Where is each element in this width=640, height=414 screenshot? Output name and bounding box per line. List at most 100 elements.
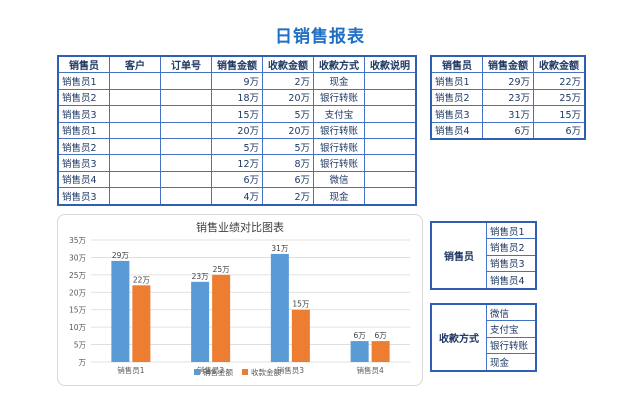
table-row: 销售员3 4万 2万 现金 [57,187,417,206]
x-tick-label: 销售员1 [117,365,144,375]
sales-detail-table: 销售员 客户 订单号 销售金额 收款金额 收款方式 收款说明 销售员1 9万 2万 现金 销售员2 1… [57,55,417,206]
table-cell [109,72,161,90]
table-cell: 31万 [482,105,534,123]
chart-title: 销售业绩对比图表 [196,220,284,234]
table-cell: 20万 [211,121,263,139]
table-cell [364,121,417,139]
list-row: 销售员4 [431,271,537,290]
table-cell [109,137,161,156]
table-cell [364,137,417,156]
table-row: 销售员2 18万 20万 银行转账 [57,88,417,107]
table-cell: 18万 [211,88,263,107]
table-cell [160,187,212,206]
table-cell: 6万 [533,121,586,140]
list-item: 销售员4 [486,271,537,290]
table-cell: 销售员3 [430,105,483,123]
table-cell: 销售员2 [57,88,110,107]
column-header: 订单号 [160,55,212,74]
column-header: 客户 [109,55,161,74]
table-cell: 22万 [533,72,586,90]
table-cell: 微信 [313,170,365,189]
y-tick-label: 10万 [69,323,87,332]
table-row: 销售员2 23万 25万 [430,88,586,107]
table-cell [160,121,212,139]
legend-label: 销售金额 [203,367,233,377]
table-cell: 销售员1 [430,72,483,90]
table-cell: 销售员4 [430,121,483,140]
table-row: 销售员3 12万 8万 银行转账 [57,154,417,172]
table-cell: 支付宝 [313,105,365,123]
table-row: 销售员3 31万 15万 [430,105,586,123]
list-row: 收款方式 微信 [430,303,537,372]
table-cell: 银行转账 [313,121,365,139]
column-header: 销售金额 [211,55,263,74]
y-tick-label: 15万 [69,306,87,315]
table-cell [109,105,161,123]
table-header-row: 销售员 销售金额 收款金额 [430,55,586,74]
table-header-row: 销售员 客户 订单号 销售金额 收款金额 收款方式 收款说明 [57,55,417,74]
table-row: 销售员4 6万 6万 [430,121,586,140]
table-cell [364,88,417,107]
table-cell: 销售员3 [57,187,110,206]
legend-label: 收款金额 [251,367,281,377]
payment-method-table: 收款方式 微信 支付宝 银行转账 现金 [430,303,537,372]
table-cell: 12万 [211,154,263,172]
data-label: 15万 [292,300,310,309]
y-tick-label: 万 [79,358,87,367]
bar-received [371,341,390,362]
bar-sales [350,341,369,362]
table-row: 销售员1 9万 2万 现金 [57,72,417,90]
table-cell: 6万 [211,170,263,189]
y-tick-label: 25万 [69,271,87,280]
column-header: 销售员 [57,55,110,74]
data-label: 25万 [213,265,231,274]
column-header: 收款金额 [262,55,314,74]
sales-comparison-chart: 销售业绩对比图表万 5万 10万 15万 20万 25万 30万 35万 29万 22万 销售员1 2… [57,214,423,386]
list-row: 销售员3 [431,254,537,273]
table-cell: 4万 [211,187,263,206]
list-row: 现金 [431,353,537,372]
table-cell: 2万 [262,187,314,206]
data-label: 6万 [374,331,387,340]
table-cell: 9万 [211,72,263,90]
bar-sales [111,260,130,362]
list-item: 现金 [486,353,537,372]
list-item: 销售员3 [486,254,537,273]
list-row: 银行转账 [431,336,537,355]
table-cell: 20万 [262,88,314,107]
list-label: 销售员 [430,221,487,290]
table-cell: 25万 [533,88,586,107]
data-label: 23万 [192,272,210,281]
list-item: 微信 [486,303,537,322]
table-row: 销售员3 15万 5万 支付宝 [57,105,417,123]
table-cell: 销售员1 [57,121,110,139]
table-cell [109,170,161,189]
data-label: 29万 [112,251,130,260]
table-cell: 销售员3 [57,154,110,172]
table-cell: 20万 [262,121,314,139]
list-label: 收款方式 [430,303,487,372]
bar-received [212,274,231,362]
seller-list-table: 销售员 销售员1 销售员2 销售员3 销售员4 [430,221,537,290]
table-cell [160,88,212,107]
bar-sales [191,281,210,362]
bar-received [291,309,310,362]
table-cell: 现金 [313,187,365,206]
page-title: 日销售报表 [275,27,365,47]
table-cell: 银行转账 [313,88,365,107]
column-header: 收款说明 [364,55,417,74]
column-header: 销售员 [430,55,483,74]
bar-received [132,285,151,362]
table-cell [109,187,161,206]
column-header: 收款金额 [533,55,586,74]
table-cell [109,88,161,107]
table-cell: 5万 [262,105,314,123]
data-label: 31万 [271,244,289,253]
table-cell [160,170,212,189]
list-item: 销售员1 [486,221,537,240]
x-tick-label: 销售员2 [197,365,224,375]
table-cell: 销售员1 [57,72,110,90]
table-cell [364,187,417,206]
y-tick-label: 5万 [74,341,87,350]
